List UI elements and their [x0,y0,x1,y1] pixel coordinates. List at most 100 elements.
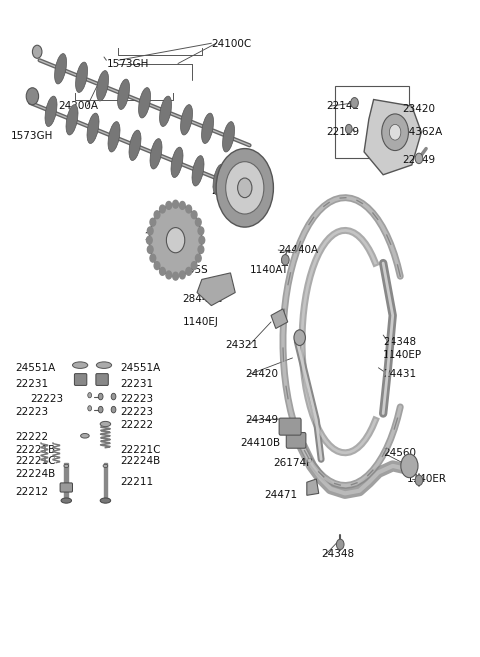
Bar [64,463,68,499]
Ellipse shape [166,271,172,279]
Text: 22129: 22129 [326,127,359,137]
Text: 22211: 22211 [120,477,154,487]
Ellipse shape [154,261,160,269]
Ellipse shape [195,254,201,262]
Text: 24348: 24348 [383,336,416,347]
Text: 24551A: 24551A [120,363,161,373]
Ellipse shape [81,434,89,438]
Circle shape [346,124,352,133]
Ellipse shape [150,254,156,262]
Ellipse shape [118,79,130,110]
Text: 24370B: 24370B [144,232,185,242]
Ellipse shape [180,202,185,210]
Text: 24440A: 24440A [278,245,318,255]
Text: 1140EP: 1140EP [383,350,422,359]
FancyBboxPatch shape [279,418,301,435]
Circle shape [351,97,359,108]
Ellipse shape [171,147,183,177]
Text: 22223: 22223 [120,407,154,417]
Text: 22221B: 22221B [16,445,56,455]
Circle shape [226,162,264,214]
Text: 1140EJ: 1140EJ [183,317,218,327]
Ellipse shape [72,362,88,369]
Circle shape [111,394,116,400]
Ellipse shape [154,211,160,219]
Text: 24471: 24471 [264,490,297,501]
Circle shape [415,153,423,164]
Ellipse shape [195,218,201,226]
Circle shape [281,254,289,265]
Ellipse shape [159,96,171,127]
Text: 22212: 22212 [16,487,49,497]
Text: 22221C: 22221C [16,456,56,466]
Text: 22231: 22231 [120,379,154,389]
Ellipse shape [66,104,78,135]
Ellipse shape [166,202,172,210]
Ellipse shape [199,237,204,244]
FancyBboxPatch shape [60,483,72,492]
Polygon shape [364,99,421,175]
Text: 24410B: 24410B [240,438,280,448]
Text: 1573GH: 1573GH [11,131,53,141]
Text: 22224B: 22224B [120,456,161,466]
Ellipse shape [191,211,197,219]
FancyBboxPatch shape [286,432,306,448]
Text: 1140AT: 1140AT [250,265,288,275]
Circle shape [382,114,408,150]
Polygon shape [197,273,235,306]
Text: 1140ER: 1140ER [407,474,447,484]
Text: 22223: 22223 [30,394,63,403]
Ellipse shape [198,246,204,254]
Ellipse shape [55,54,67,84]
Text: 24551A: 24551A [16,363,56,373]
Circle shape [88,406,92,411]
Ellipse shape [223,122,235,152]
Ellipse shape [75,62,87,93]
Ellipse shape [96,70,108,101]
Ellipse shape [64,464,69,468]
Ellipse shape [180,104,192,135]
Ellipse shape [103,464,108,468]
Circle shape [415,475,423,486]
Ellipse shape [202,113,214,143]
Circle shape [98,394,103,400]
Ellipse shape [180,271,185,279]
Ellipse shape [100,498,111,503]
Circle shape [167,227,185,253]
Ellipse shape [186,205,192,213]
Circle shape [98,406,103,413]
Ellipse shape [159,205,165,213]
Circle shape [111,406,116,413]
Ellipse shape [146,237,152,244]
Polygon shape [271,309,288,328]
Text: 24355S: 24355S [168,265,208,275]
Text: 24560: 24560 [383,448,416,458]
Ellipse shape [150,139,162,169]
Ellipse shape [191,261,197,269]
Text: 24431: 24431 [383,369,416,379]
Text: 22449: 22449 [402,154,435,165]
Circle shape [88,393,92,398]
Ellipse shape [139,87,151,118]
Text: 24348: 24348 [321,549,354,559]
Circle shape [401,454,418,478]
Ellipse shape [61,498,72,503]
Text: 24200A: 24200A [59,101,99,111]
Ellipse shape [147,227,153,235]
Circle shape [216,148,274,227]
Text: 22231: 22231 [16,379,49,389]
Text: 22221C: 22221C [120,445,161,455]
Text: 1573GH: 1573GH [107,58,149,68]
Text: 24100C: 24100C [211,39,252,49]
Text: 24350D: 24350D [211,186,252,196]
Text: 24362A: 24362A [402,127,443,137]
FancyBboxPatch shape [96,374,108,386]
FancyBboxPatch shape [74,374,87,386]
Ellipse shape [186,267,192,275]
Text: 24420: 24420 [245,369,278,379]
Text: 23420: 23420 [402,104,435,114]
Ellipse shape [213,164,225,194]
Text: 28440C: 28440C [183,294,223,304]
Text: 22223: 22223 [16,407,49,417]
Text: 22142: 22142 [326,101,359,111]
